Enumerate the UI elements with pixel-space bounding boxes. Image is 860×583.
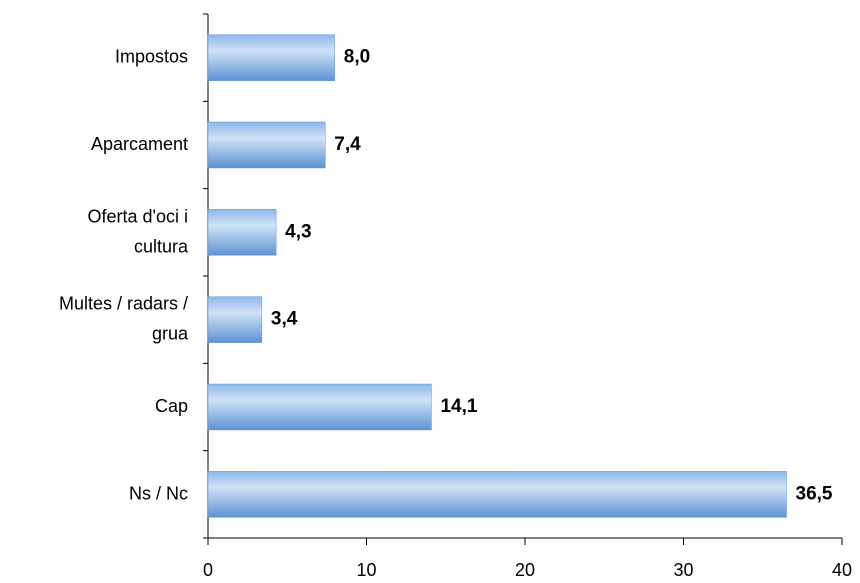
y-tick-label: Aparcament [91,134,188,154]
value-label: 4,3 [285,221,311,242]
y-tick-label: Impostos [115,46,188,66]
value-label: 14,1 [440,396,477,417]
y-tick-label: Oferta d'oci i cultura [88,206,189,256]
value-label: 3,4 [271,309,298,330]
bar [207,383,432,431]
x-tick-label: 20 [515,560,535,580]
bar [207,121,326,169]
y-tick-label: Ns / Nc [129,483,188,503]
label-line: Oferta d'oci i [88,206,188,226]
label-line: Impostos [115,46,188,66]
bar [207,471,787,518]
value-label: 8,0 [344,47,370,68]
label-line: grua [152,323,189,343]
y-tick-label: Cap [155,396,188,416]
x-tick-label: 30 [673,560,693,580]
label-line: Ns / Nc [129,483,188,503]
label-line: Multes / radars / [59,293,188,313]
bar [207,209,277,256]
label-line: Aparcament [91,134,188,154]
bar [207,34,336,81]
label-line: cultura [134,236,189,256]
value-label: 7,4 [334,134,361,155]
x-tick-label: 40 [832,560,852,580]
y-tick-label: Multes / radars / grua [59,293,189,343]
label-line: Cap [155,396,188,416]
x-tick-label: 0 [203,560,213,580]
x-tick-label: 10 [356,560,376,580]
bar [207,296,263,343]
value-label: 36,5 [796,483,833,504]
